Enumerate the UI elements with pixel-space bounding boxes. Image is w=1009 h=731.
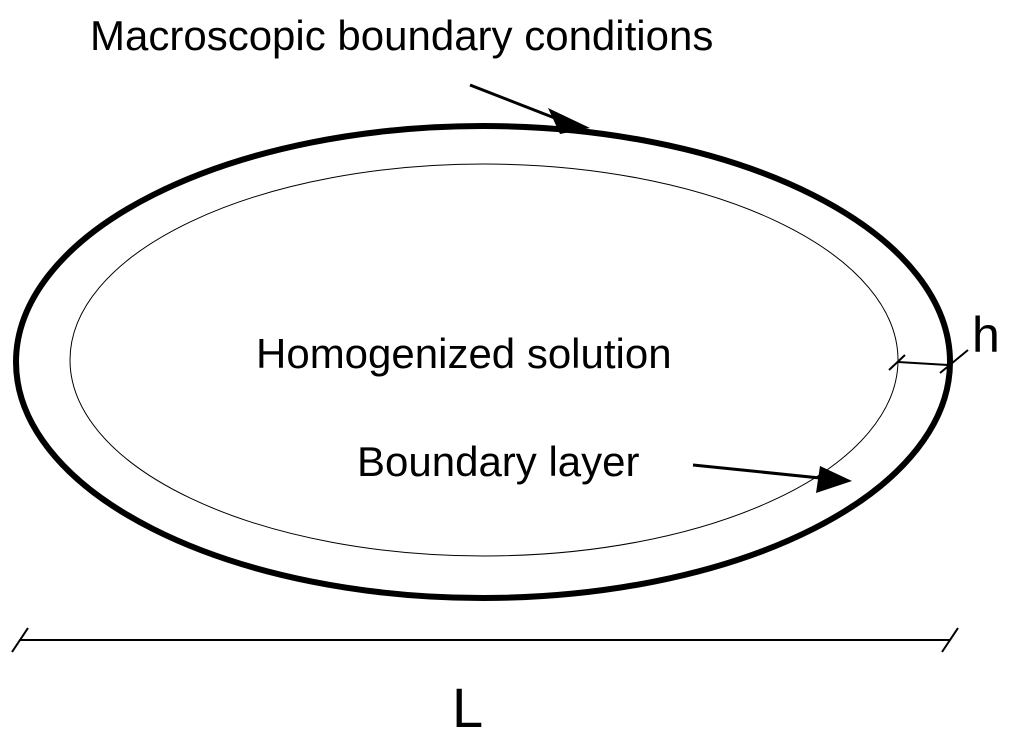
inner-boundary	[69, 163, 899, 557]
L-label: L	[452, 676, 483, 731]
h-tick	[939, 349, 969, 374]
homogenized-label: Homogenized solution	[256, 330, 672, 377]
layer-label: Boundary layer	[357, 438, 640, 485]
h-dimension	[897, 361, 949, 366]
macro-label: Macroscopic boundary conditions	[90, 12, 713, 59]
h-tick	[888, 354, 906, 371]
layer-arrow-line	[692, 463, 821, 480]
L-tick	[11, 627, 29, 653]
outer-boundary	[13, 123, 953, 601]
macro-arrow-line	[469, 83, 566, 124]
layer-arrow-head	[816, 466, 852, 493]
h-label: h	[972, 307, 1000, 363]
macro-arrow-head	[548, 108, 590, 134]
L-tick	[941, 627, 959, 653]
